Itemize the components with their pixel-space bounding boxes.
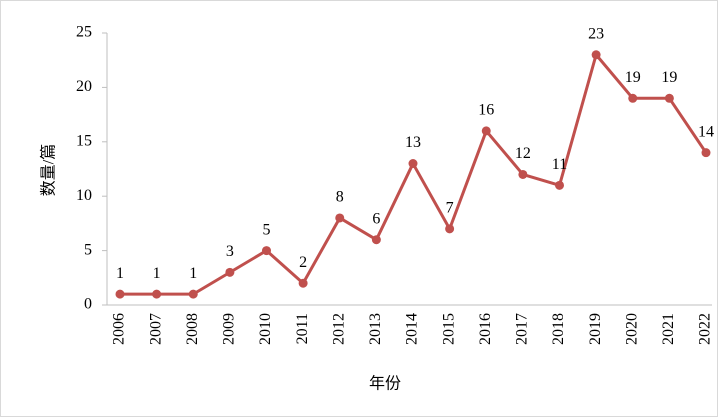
data-label: 5: [263, 221, 271, 238]
marker: [628, 93, 638, 103]
x-tick-label: 2013: [367, 313, 384, 345]
marker: [664, 93, 674, 103]
data-label: 3: [226, 243, 234, 260]
y-tick-label: 20: [76, 78, 92, 95]
data-label: 12: [515, 145, 531, 162]
marker: [335, 213, 345, 223]
x-tick-label: 2008: [184, 313, 201, 345]
data-label: 8: [336, 189, 344, 206]
x-tick-label: 2014: [404, 313, 421, 345]
x-tick-label: 2017: [514, 313, 531, 345]
x-tick-label: 2018: [550, 313, 567, 345]
x-tick-label: 2022: [697, 313, 714, 345]
data-label: 23: [588, 25, 604, 42]
marker: [445, 224, 455, 234]
x-tick-label: 2015: [440, 313, 457, 345]
data-label: 13: [405, 134, 421, 151]
data-label: 1: [153, 265, 161, 282]
x-axis-label: 年份: [369, 375, 401, 393]
marker: [371, 235, 381, 245]
marker: [188, 289, 198, 299]
data-label: 19: [625, 69, 641, 86]
marker: [701, 148, 711, 158]
x-tick-label: 2021: [660, 313, 677, 345]
y-tick-label: 15: [76, 132, 92, 149]
marker: [225, 267, 235, 277]
x-tick-label: 2006: [111, 313, 128, 345]
marker: [408, 159, 418, 169]
x-tick-label: 2019: [587, 313, 604, 345]
y-tick-label: 5: [84, 241, 92, 258]
marker: [591, 50, 601, 60]
data-label: 14: [698, 123, 714, 140]
x-tick-label: 2007: [147, 313, 164, 345]
x-tick-label: 2012: [330, 313, 347, 345]
marker: [481, 126, 491, 136]
x-tick-label: 2020: [623, 313, 640, 345]
x-tick-label: 2011: [294, 313, 311, 344]
y-tick-label: 25: [76, 24, 92, 41]
data-label: 7: [446, 200, 454, 217]
data-label: 11: [552, 156, 567, 173]
x-tick-label: 2009: [221, 313, 238, 345]
data-label: 6: [372, 210, 380, 227]
data-label: 16: [478, 102, 494, 119]
marker: [262, 246, 271, 256]
x-tick-label: 2010: [257, 313, 274, 345]
data-label: 19: [661, 69, 677, 86]
y-tick-label: 10: [76, 187, 92, 204]
data-label: 1: [189, 265, 197, 282]
data-label: 2: [299, 254, 307, 271]
y-tick-label: 0: [84, 296, 92, 313]
marker: [115, 289, 125, 299]
marker: [152, 289, 162, 299]
marker: [555, 180, 564, 190]
x-tick-label: 2016: [477, 313, 494, 345]
data-label: 1: [116, 265, 124, 282]
marker: [518, 169, 528, 179]
y-axis-label: 数量/篇: [40, 144, 58, 196]
marker: [298, 278, 308, 288]
